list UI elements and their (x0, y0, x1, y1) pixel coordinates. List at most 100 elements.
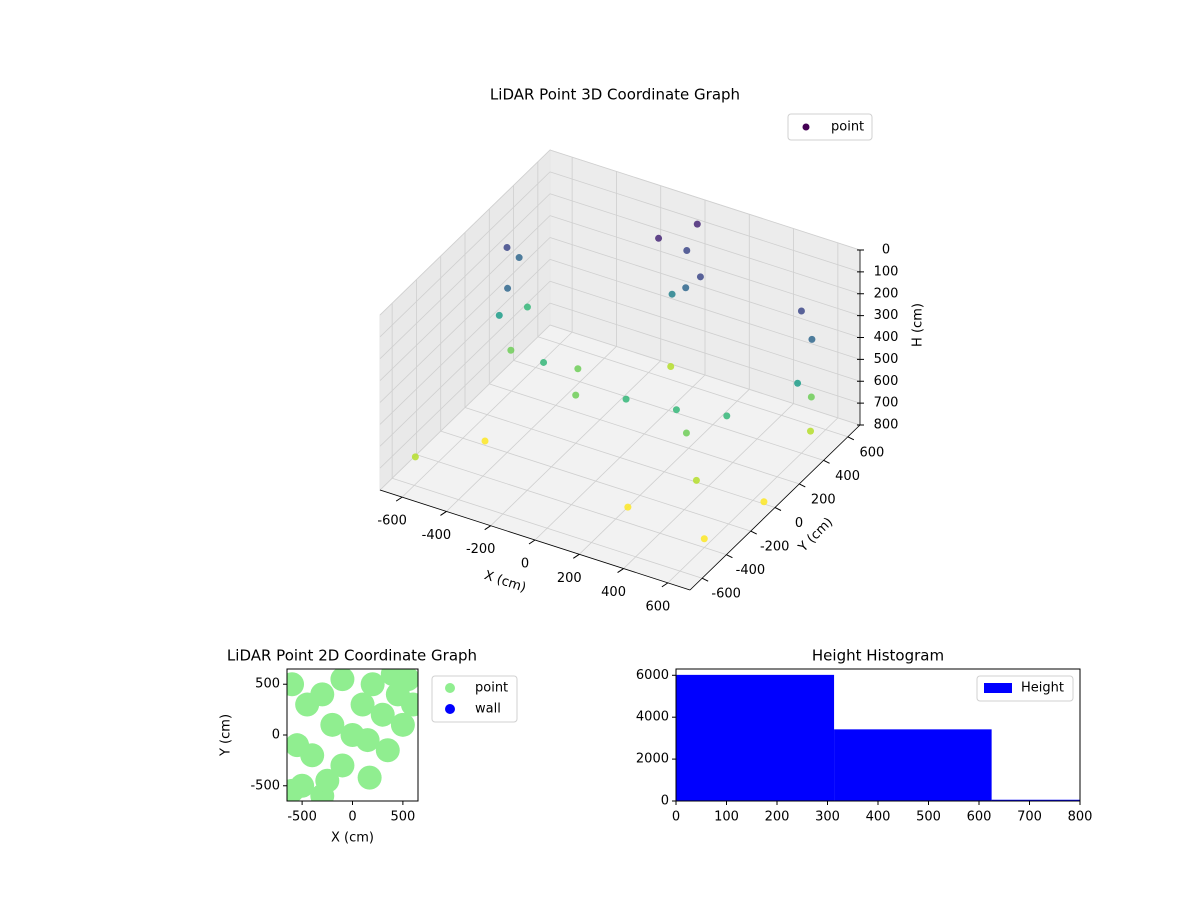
bar (991, 799, 1080, 801)
y-tick-label: 0 (272, 728, 280, 743)
tick-mark (726, 554, 733, 559)
grid-line (379, 215, 551, 381)
tick-mark (395, 496, 403, 502)
point (794, 379, 802, 387)
tick-mark (528, 539, 536, 545)
chart-title: LiDAR Point 3D Coordinate Graph (490, 86, 740, 104)
legend-marker (445, 683, 455, 693)
x-tick-label: 200 (765, 810, 790, 825)
point (310, 682, 335, 707)
x-tick-label: 400 (601, 585, 626, 600)
grid-line (513, 359, 824, 461)
grid-line (549, 149, 861, 251)
point (481, 437, 489, 445)
point (355, 728, 380, 753)
tick-mark (847, 436, 855, 441)
y-tick-label: 2000 (636, 752, 669, 767)
tick-mark (617, 568, 624, 573)
x-tick-label: 0 (521, 557, 529, 572)
x-tick-label: -400 (422, 528, 452, 543)
tick-mark (823, 459, 830, 464)
point (495, 311, 503, 319)
legend-label: point (475, 681, 508, 696)
z-tick-label: 800 (874, 418, 899, 433)
y-tick-label: -600 (711, 587, 741, 602)
x-tick-label: 500 (390, 810, 415, 825)
grid-line (379, 171, 551, 338)
point (375, 738, 400, 763)
grid-line (549, 280, 861, 382)
grid-line (549, 171, 861, 273)
y-tick-label: 4000 (636, 710, 669, 725)
x-tick-label: 600 (967, 810, 992, 825)
point (692, 476, 700, 484)
x-tick-label: -600 (377, 514, 407, 529)
legend-box (431, 675, 518, 723)
y-tick-label: -400 (736, 563, 766, 578)
grid-line (549, 237, 861, 338)
point (622, 395, 630, 403)
y-axis-line (689, 424, 861, 591)
chart-title: LiDAR Point 2D Coordinate Graph (227, 647, 477, 665)
y-tick-label: 400 (835, 469, 860, 484)
x-tick-label: 400 (866, 810, 891, 825)
chart-title: Height Histogram (812, 647, 944, 665)
point (287, 672, 305, 697)
tick-mark (573, 553, 580, 559)
point (668, 290, 676, 298)
grid-line (440, 430, 751, 532)
y-axis-label: Y (cm) (219, 714, 234, 757)
point (350, 692, 375, 717)
point (572, 391, 580, 399)
x-tick-label: 500 (916, 810, 941, 825)
point (507, 346, 515, 354)
point (320, 712, 345, 737)
x-tick-label: 200 (557, 571, 582, 586)
grid-line (379, 324, 551, 491)
tick-mark (484, 525, 491, 531)
y-tick-label: 0 (795, 516, 803, 531)
point (574, 365, 582, 373)
legend-marker (445, 704, 455, 714)
x-tick-label: 800 (1068, 810, 1093, 825)
y-tick-label: -200 (760, 540, 790, 555)
point (696, 273, 704, 281)
grid-line (464, 407, 776, 508)
z-tick-label: 0 (882, 243, 890, 258)
x-axis-line (379, 489, 691, 591)
grid-line (379, 259, 551, 425)
point (760, 498, 768, 506)
point (390, 712, 415, 737)
point (360, 672, 385, 697)
grid-line (537, 336, 848, 438)
point (682, 284, 690, 292)
legend-label: point (831, 120, 864, 135)
grid-line (379, 280, 551, 447)
point (357, 765, 382, 790)
point (682, 429, 690, 437)
point (807, 427, 814, 435)
point (504, 284, 512, 292)
point (693, 220, 701, 228)
point (330, 753, 355, 778)
point (797, 307, 805, 315)
x-axis-label: X (cm) (482, 568, 528, 596)
z-tick-label: 300 (874, 308, 899, 323)
point (683, 246, 691, 254)
point (315, 768, 340, 793)
tick-mark (750, 530, 757, 535)
point (287, 733, 310, 758)
y-tick-label: 500 (255, 677, 280, 692)
point (672, 406, 680, 414)
point (808, 335, 816, 343)
x-tick-label: 600 (645, 599, 670, 614)
x-tick-label: 700 (1017, 810, 1042, 825)
y-tick-label: 0 (661, 794, 669, 809)
x-tick-label: -200 (466, 542, 496, 557)
legend-label: Height (1021, 681, 1064, 696)
x-axis-label: X (cm) (331, 831, 374, 846)
legend-box (787, 113, 873, 141)
z-tick-label: 100 (874, 264, 899, 279)
grid-line (379, 237, 551, 403)
